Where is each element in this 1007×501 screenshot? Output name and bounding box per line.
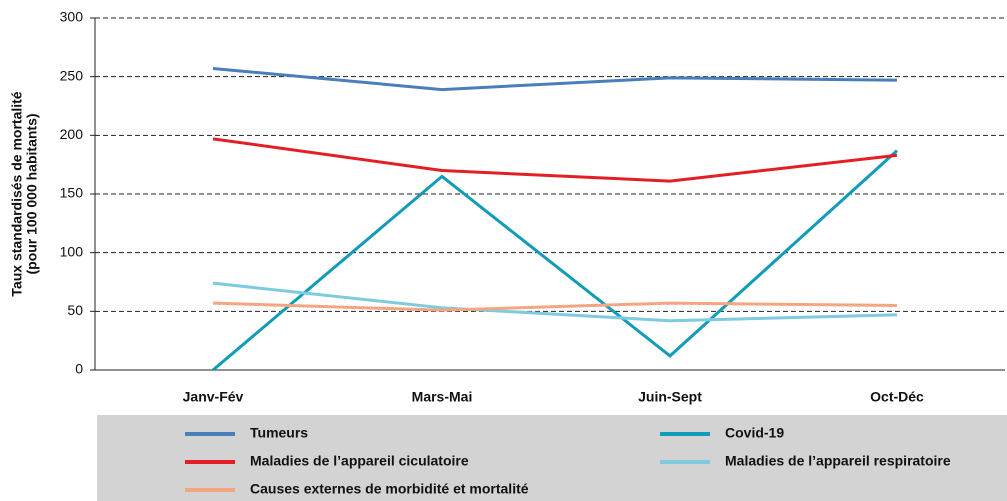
y-axis-label: Taux standardisés de mortalité (pour 100 … <box>9 91 40 296</box>
y-tick-label: 300 <box>60 9 84 25</box>
series-line <box>212 66 898 92</box>
legend-label: Tumeurs <box>250 425 308 441</box>
y-tick-label: 0 <box>75 361 83 377</box>
x-tick-label: Juin-Sept <box>638 389 702 405</box>
y-tick-label: 150 <box>60 185 84 201</box>
y-axis-label-line: (pour 100 000 habitants) <box>24 113 40 274</box>
y-axis-label-line: Taux standardisés de mortalité <box>9 91 25 296</box>
y-tick-label: 100 <box>60 243 84 259</box>
legend-background <box>97 415 1007 501</box>
y-tick-label: 250 <box>60 67 84 83</box>
y-tick-label: 200 <box>60 126 84 142</box>
y-tick-label: 50 <box>67 302 83 318</box>
series-line <box>212 149 899 372</box>
legend-label: Maladies de l’appareil ciculatoire <box>250 453 469 469</box>
x-tick-label: Janv-Fév <box>183 389 244 405</box>
legend-label: Covid-19 <box>725 425 784 441</box>
legend-label: Causes externes de morbidité et mortalit… <box>250 481 529 497</box>
series-line <box>212 301 898 312</box>
legend-label: Maladies de l’appareil respiratoire <box>725 453 951 469</box>
x-tick-label: Oct-Déc <box>870 389 924 405</box>
x-tick-label: Mars-Mai <box>412 389 473 405</box>
series-line <box>212 137 898 183</box>
series-line <box>212 281 898 323</box>
